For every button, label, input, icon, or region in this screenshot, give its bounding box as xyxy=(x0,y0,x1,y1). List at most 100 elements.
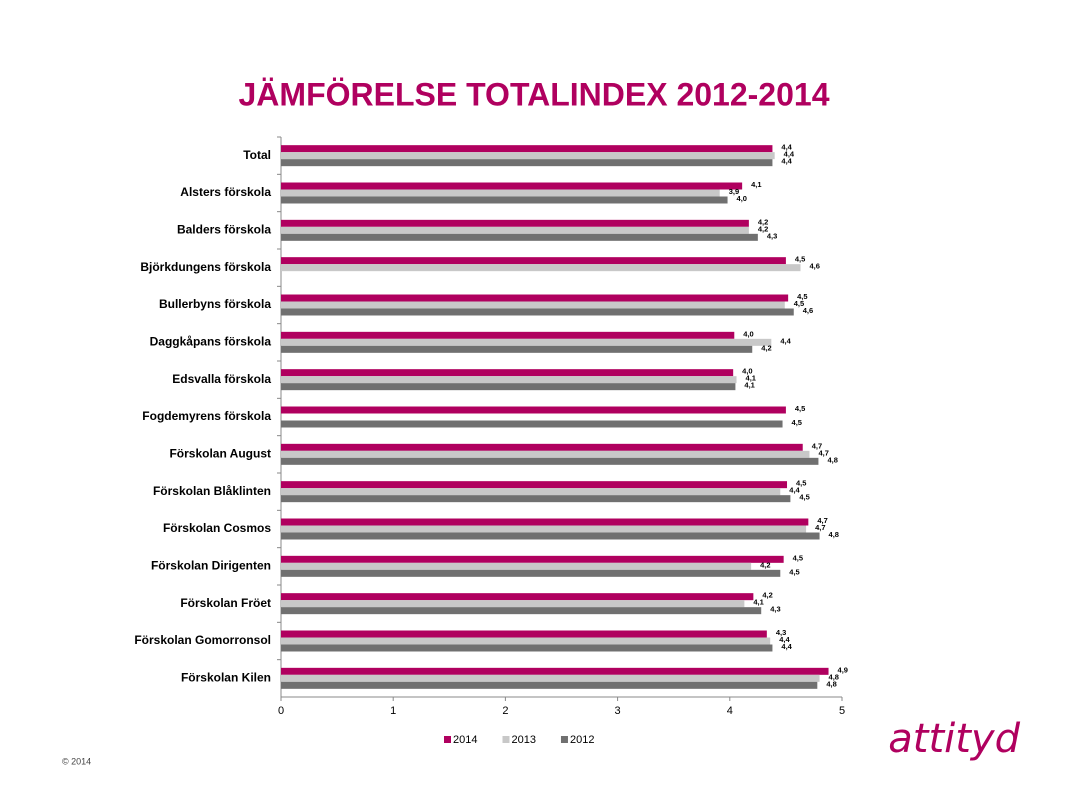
category-label: Bullerbyns förskola xyxy=(159,297,271,311)
x-tick-label: 1 xyxy=(390,705,396,717)
value-label: 4,1 xyxy=(744,381,754,390)
logo: attityd xyxy=(888,716,1020,762)
value-label: 4,8 xyxy=(827,455,837,464)
category-label: Daggkåpans förskola xyxy=(150,335,272,349)
value-label: 4,5 xyxy=(796,479,806,488)
value-label: 4,3 xyxy=(776,628,786,637)
legend-swatch xyxy=(444,736,451,743)
value-label: 4,4 xyxy=(780,336,791,345)
value-label: 4,1 xyxy=(753,598,763,607)
x-tick-label: 3 xyxy=(615,705,621,717)
value-label: 4,3 xyxy=(770,605,780,614)
bar xyxy=(281,226,749,234)
bar xyxy=(281,600,745,608)
bar xyxy=(281,443,803,451)
bar xyxy=(281,555,784,563)
bar xyxy=(281,406,786,414)
legend-label: 2014 xyxy=(453,734,477,746)
chart-title: JÄMFÖRELSE TOTALINDEX 2012-2014 xyxy=(239,76,830,112)
bar xyxy=(281,159,773,167)
value-label: 4,6 xyxy=(803,306,813,315)
bar xyxy=(281,569,781,577)
value-label: 4,5 xyxy=(792,418,802,427)
value-label: 4,1 xyxy=(746,374,756,383)
category-label: Alsters förskola xyxy=(180,185,271,199)
category-label: Förskolan Cosmos xyxy=(163,521,271,535)
bar xyxy=(281,331,735,339)
bar xyxy=(281,532,820,540)
bar xyxy=(281,301,785,309)
legend-swatch xyxy=(502,736,510,743)
bar xyxy=(281,607,762,615)
value-label: 4,4 xyxy=(779,635,790,644)
value-label: 4,2 xyxy=(761,343,771,352)
value-label: 4,2 xyxy=(762,591,772,600)
bar xyxy=(281,219,749,227)
value-label: 4,6 xyxy=(809,262,819,271)
bar xyxy=(281,674,820,682)
bar xyxy=(281,182,743,190)
category-label: Förskolan Kilen xyxy=(181,671,271,685)
copyright: © 2014 xyxy=(62,756,91,766)
value-label: 4,5 xyxy=(799,493,809,502)
value-label: 4,4 xyxy=(784,150,795,159)
bar xyxy=(281,345,753,353)
bar xyxy=(281,562,752,570)
value-label: 4,0 xyxy=(742,367,752,376)
bar xyxy=(281,450,810,458)
category-label: Förskolan Blåklinten xyxy=(153,484,271,498)
category-label: Total xyxy=(243,148,271,162)
x-tick-label: 2 xyxy=(502,705,508,717)
category-label: Balders förskola xyxy=(177,223,271,237)
value-label: 4,8 xyxy=(829,672,839,681)
category-label: Förskolan Fröet xyxy=(180,596,271,610)
bar xyxy=(281,644,773,652)
bar xyxy=(281,196,728,204)
value-label: 4,5 xyxy=(789,567,799,576)
bar xyxy=(281,495,791,503)
value-label: 4,2 xyxy=(758,217,768,226)
bar xyxy=(281,233,758,241)
bar xyxy=(281,257,786,265)
bar xyxy=(281,308,794,316)
category-label: Edsvalla förskola xyxy=(172,372,271,386)
bar xyxy=(281,338,772,346)
value-label: 4,5 xyxy=(794,299,804,308)
category-label: Förskolan August xyxy=(169,447,271,461)
category-label: Fogdemyrens förskola xyxy=(142,409,271,423)
category-label: Björkdungens förskola xyxy=(140,260,271,274)
bar xyxy=(281,145,773,153)
bar xyxy=(281,152,775,160)
bar xyxy=(281,637,771,645)
bar xyxy=(281,420,783,428)
value-label: 4,3 xyxy=(767,231,777,240)
value-label: 4,5 xyxy=(795,255,805,264)
x-tick-label: 4 xyxy=(727,705,733,717)
value-label: 4,5 xyxy=(793,553,803,562)
value-label: 4,8 xyxy=(829,530,839,539)
x-tick-label: 0 xyxy=(278,705,284,717)
legend-label: 2012 xyxy=(570,734,594,746)
value-label: 4,4 xyxy=(789,486,800,495)
x-tick-label: 5 xyxy=(839,705,845,717)
value-label: 3,9 xyxy=(729,187,739,196)
bar xyxy=(281,189,720,197)
bar xyxy=(281,667,829,675)
value-label: 4,5 xyxy=(795,404,805,413)
value-label: 4,4 xyxy=(781,642,792,651)
bar xyxy=(281,294,789,302)
value-label: 4,7 xyxy=(817,516,827,525)
legend-swatch xyxy=(560,736,568,743)
category-label: Förskolan Dirigenten xyxy=(151,559,271,573)
value-label: 4,4 xyxy=(781,157,792,166)
bar xyxy=(281,376,737,384)
bar xyxy=(281,481,788,489)
bar xyxy=(281,681,818,689)
value-label: 4,0 xyxy=(737,194,747,203)
category-label: Förskolan Gomorronsol xyxy=(134,633,271,647)
value-label: 4,7 xyxy=(818,448,828,457)
bar xyxy=(281,518,809,526)
value-label: 4,9 xyxy=(838,665,848,674)
bar xyxy=(281,264,801,272)
